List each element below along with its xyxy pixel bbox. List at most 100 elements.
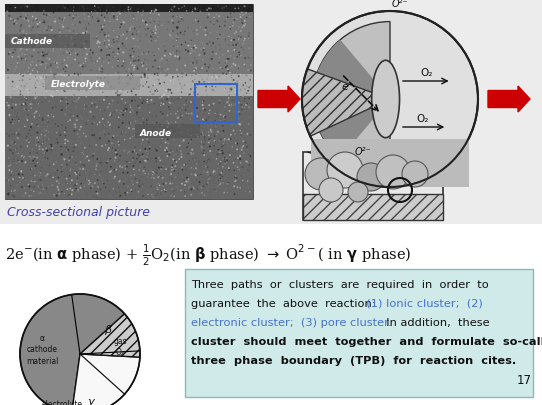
Point bbox=[113, 12, 121, 18]
Point bbox=[196, 191, 205, 198]
Point bbox=[49, 46, 58, 53]
Point bbox=[212, 51, 221, 58]
Point bbox=[166, 150, 175, 157]
Point bbox=[119, 112, 127, 119]
Point bbox=[124, 7, 133, 14]
Point bbox=[5, 147, 14, 154]
Text: 17: 17 bbox=[517, 373, 532, 386]
Point bbox=[230, 128, 238, 135]
Point bbox=[193, 32, 202, 39]
Point bbox=[49, 89, 58, 95]
Point bbox=[10, 7, 18, 13]
Point bbox=[41, 139, 49, 146]
Point bbox=[246, 54, 255, 61]
Point bbox=[200, 159, 209, 165]
Point bbox=[6, 18, 15, 24]
Point bbox=[44, 43, 53, 49]
Point bbox=[130, 132, 139, 139]
Point bbox=[104, 15, 112, 22]
Point bbox=[121, 66, 130, 72]
Point bbox=[81, 32, 90, 39]
Point bbox=[177, 42, 186, 49]
Point bbox=[18, 93, 27, 100]
Point bbox=[109, 28, 118, 35]
Point bbox=[102, 34, 111, 40]
Point bbox=[130, 124, 138, 130]
Point bbox=[177, 46, 185, 53]
Point bbox=[21, 52, 29, 59]
Point bbox=[30, 155, 39, 161]
Point bbox=[177, 130, 185, 137]
Point bbox=[27, 188, 36, 194]
Point bbox=[59, 24, 68, 31]
Text: electrolyte
O²⁻: electrolyte O²⁻ bbox=[42, 399, 82, 405]
Point bbox=[212, 189, 221, 195]
Point bbox=[165, 175, 174, 181]
Point bbox=[51, 19, 60, 26]
Point bbox=[66, 78, 75, 85]
Point bbox=[12, 21, 21, 28]
Point bbox=[198, 102, 207, 109]
Point bbox=[158, 67, 166, 73]
Point bbox=[69, 113, 78, 119]
Point bbox=[200, 192, 209, 199]
Point bbox=[221, 186, 230, 192]
Point bbox=[114, 93, 122, 99]
Point bbox=[106, 169, 115, 175]
Point bbox=[244, 68, 253, 74]
Point bbox=[75, 32, 83, 38]
Point bbox=[143, 154, 151, 160]
Point bbox=[203, 169, 212, 176]
Point bbox=[77, 181, 86, 188]
Point bbox=[7, 162, 15, 169]
Point bbox=[139, 153, 148, 160]
Point bbox=[197, 139, 206, 146]
Point bbox=[14, 45, 22, 51]
Point bbox=[105, 85, 113, 92]
Point bbox=[240, 38, 249, 45]
Point bbox=[52, 153, 61, 160]
Point bbox=[101, 185, 110, 191]
Point bbox=[239, 178, 248, 184]
Point bbox=[106, 169, 114, 176]
Point bbox=[42, 58, 51, 65]
Point bbox=[169, 29, 177, 35]
Point bbox=[4, 103, 12, 109]
Point bbox=[137, 121, 145, 128]
Point bbox=[224, 40, 233, 46]
Point bbox=[109, 186, 118, 193]
Point bbox=[15, 172, 23, 178]
Point bbox=[164, 150, 172, 157]
Point bbox=[127, 188, 136, 194]
Point bbox=[87, 113, 95, 120]
Point bbox=[39, 81, 48, 88]
Point bbox=[121, 163, 130, 169]
Point bbox=[81, 171, 90, 177]
Point bbox=[51, 140, 60, 147]
Point bbox=[81, 59, 90, 65]
Point bbox=[132, 151, 141, 157]
Point bbox=[152, 159, 160, 165]
Point bbox=[92, 9, 101, 16]
Point bbox=[210, 138, 219, 145]
Point bbox=[28, 4, 37, 11]
Point bbox=[196, 183, 204, 190]
Point bbox=[29, 48, 38, 54]
Point bbox=[169, 21, 178, 27]
Bar bbox=[185, 269, 533, 397]
Point bbox=[88, 117, 96, 123]
Point bbox=[104, 131, 113, 138]
Point bbox=[69, 47, 78, 53]
Circle shape bbox=[348, 183, 368, 202]
Point bbox=[67, 152, 75, 159]
Point bbox=[211, 84, 220, 91]
Point bbox=[79, 166, 88, 173]
Point bbox=[30, 10, 39, 16]
Point bbox=[51, 72, 60, 78]
Point bbox=[72, 13, 80, 19]
Point bbox=[131, 134, 139, 140]
Point bbox=[127, 71, 136, 78]
Point bbox=[127, 47, 136, 53]
Point bbox=[62, 158, 70, 164]
Point bbox=[73, 19, 82, 26]
